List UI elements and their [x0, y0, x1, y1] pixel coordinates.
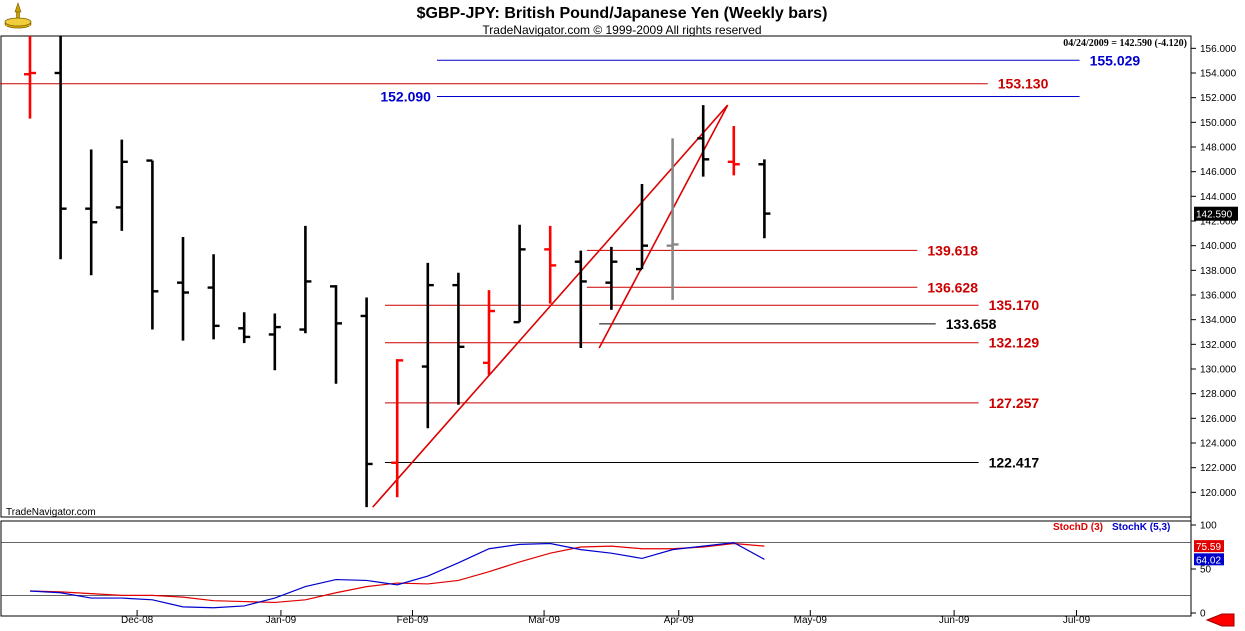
price-axis-ticks: 120.000 122.000 124.000 126.000 128.000 130.0… — [1191, 44, 1237, 499]
last-date-quote: 04/24/2009 = 142.590 (-4.120) — [1063, 38, 1187, 49]
price-tick-label: 152.000 — [1200, 93, 1237, 104]
date-tick-label: May-09 — [794, 615, 828, 626]
price-tick-label: 136.000 — [1200, 291, 1237, 302]
stoch-legend: StochD (3) StochK (5,3) — [1053, 522, 1170, 533]
ohlc-bar — [421, 262, 434, 429]
price-tick-label: 130.000 — [1200, 365, 1237, 376]
price-tick-label: 150.000 — [1200, 118, 1237, 129]
stochastic-lines — [1, 541, 1191, 609]
ohlc-bar — [391, 359, 404, 498]
price-tick-label: 142.000 — [1200, 217, 1237, 228]
ohlc-bar — [54, 36, 67, 260]
ohlc-bar — [483, 290, 495, 376]
date-axis: Dec-08 Jan-09 Feb-09 Mar-09 Apr-09 May-09 Jun-… — [121, 610, 1091, 626]
price-tick-label: 126.000 — [1200, 414, 1237, 425]
level-label: 155.029 — [1090, 52, 1141, 68]
legend-stochd: StochD (3) — [1053, 522, 1103, 533]
horizontal-levels: 155.029 153.130 152.090 139.618 136.628 135.1… — [0, 52, 1141, 471]
stoch-panel — [0, 520, 1192, 617]
ohlc-bar — [85, 149, 98, 276]
ohlc-bar — [544, 225, 557, 304]
ohlc-bar — [177, 237, 189, 341]
tradenavigator-logo-icon[interactable] — [2, 2, 34, 32]
trend-lines — [372, 104, 729, 508]
level-label: 122.417 — [989, 455, 1040, 471]
level-label: 153.130 — [998, 76, 1049, 92]
stoch-axis-ticks: 0 50 100 75.59 64.02 — [1191, 521, 1224, 620]
last-value-box — [1194, 206, 1238, 221]
ohlc-bar — [697, 105, 710, 177]
level-label: 127.257 — [989, 395, 1040, 411]
price-tick-label: 120.000 — [1200, 488, 1237, 499]
ohlc-bar — [666, 138, 679, 300]
stoch-last-label: 64.02 — [1196, 555, 1221, 566]
last-value-label: 142.590 — [1196, 210, 1233, 221]
level-label: 136.628 — [927, 279, 978, 295]
ohlc-bar — [513, 224, 526, 324]
price-tick-label: 146.000 — [1200, 167, 1237, 178]
trend-line — [372, 104, 729, 508]
ohlc-bar — [268, 313, 281, 371]
stoch-last-box — [1194, 540, 1224, 553]
ohlc-bar — [605, 246, 618, 310]
price-tick-label: 144.000 — [1200, 192, 1237, 203]
ohlc-bar — [360, 297, 373, 508]
watermark-text: TradeNavigator.com — [6, 507, 96, 518]
ohlc-bar — [636, 184, 648, 271]
last-value-marker: 142.590 — [1194, 206, 1238, 221]
price-tick-label: 140.000 — [1200, 241, 1237, 252]
date-tick-label: Jan-09 — [266, 615, 297, 626]
ohlc-bar — [115, 139, 128, 231]
level-label: 133.658 — [946, 316, 997, 332]
trend-line — [598, 104, 729, 349]
stoch-tick-label: 0 — [1200, 609, 1206, 620]
ohlc-bar — [452, 272, 465, 405]
ohlc-bar — [727, 126, 740, 176]
price-tick-label: 156.000 — [1200, 44, 1237, 55]
price-tick-label: 154.000 — [1200, 69, 1237, 80]
ohlc-bar — [238, 312, 251, 344]
stoch-series-line — [29, 541, 765, 609]
ohlc-bar — [146, 159, 159, 330]
date-tick-label: Dec-08 — [121, 615, 154, 626]
legend-stochk: StochK (5,3) — [1112, 522, 1170, 533]
level-label: 152.090 — [380, 89, 431, 105]
price-tick-label: 134.000 — [1200, 315, 1237, 326]
ohlc-bar — [330, 285, 342, 384]
price-tick-label: 132.000 — [1200, 340, 1237, 351]
price-tick-label: 128.000 — [1200, 389, 1237, 400]
chart-title: $GBP-JPY: British Pound/Japanese Yen (We… — [417, 5, 828, 22]
price-tick-label: 124.000 — [1200, 439, 1237, 450]
date-tick-label: Jun-09 — [939, 615, 970, 626]
price-panel — [0, 35, 1192, 518]
ohlc-bar — [207, 254, 220, 340]
stoch-tick-label: 50 — [1200, 565, 1212, 576]
ohlc-bar — [574, 250, 587, 349]
ohlc-bars — [24, 36, 771, 508]
stoch-last-box — [1194, 553, 1224, 566]
stoch-series-line — [29, 542, 765, 604]
stoch-last-label: 75.59 — [1196, 542, 1221, 553]
date-tick-label: Feb-09 — [397, 615, 429, 626]
stoch-tick-label: 100 — [1200, 521, 1217, 532]
ohlc-bar — [758, 159, 771, 239]
price-tick-label: 148.000 — [1200, 143, 1237, 154]
ohlc-bar — [24, 36, 36, 119]
level-label: 135.170 — [989, 297, 1040, 313]
date-tick-label: Jul-09 — [1063, 615, 1091, 626]
price-tick-label: 138.000 — [1200, 266, 1237, 277]
date-tick-label: Mar-09 — [528, 615, 560, 626]
date-tick-label: Apr-09 — [664, 615, 694, 626]
chart-copyright: TradeNavigator.com © 1999-2009 All right… — [482, 23, 761, 37]
level-label: 139.618 — [927, 242, 978, 258]
ohlc-bar — [299, 225, 312, 334]
price-tick-label: 122.000 — [1200, 463, 1237, 474]
scroll-right-arrow-icon[interactable] — [1205, 613, 1235, 627]
level-label: 132.129 — [989, 335, 1040, 351]
